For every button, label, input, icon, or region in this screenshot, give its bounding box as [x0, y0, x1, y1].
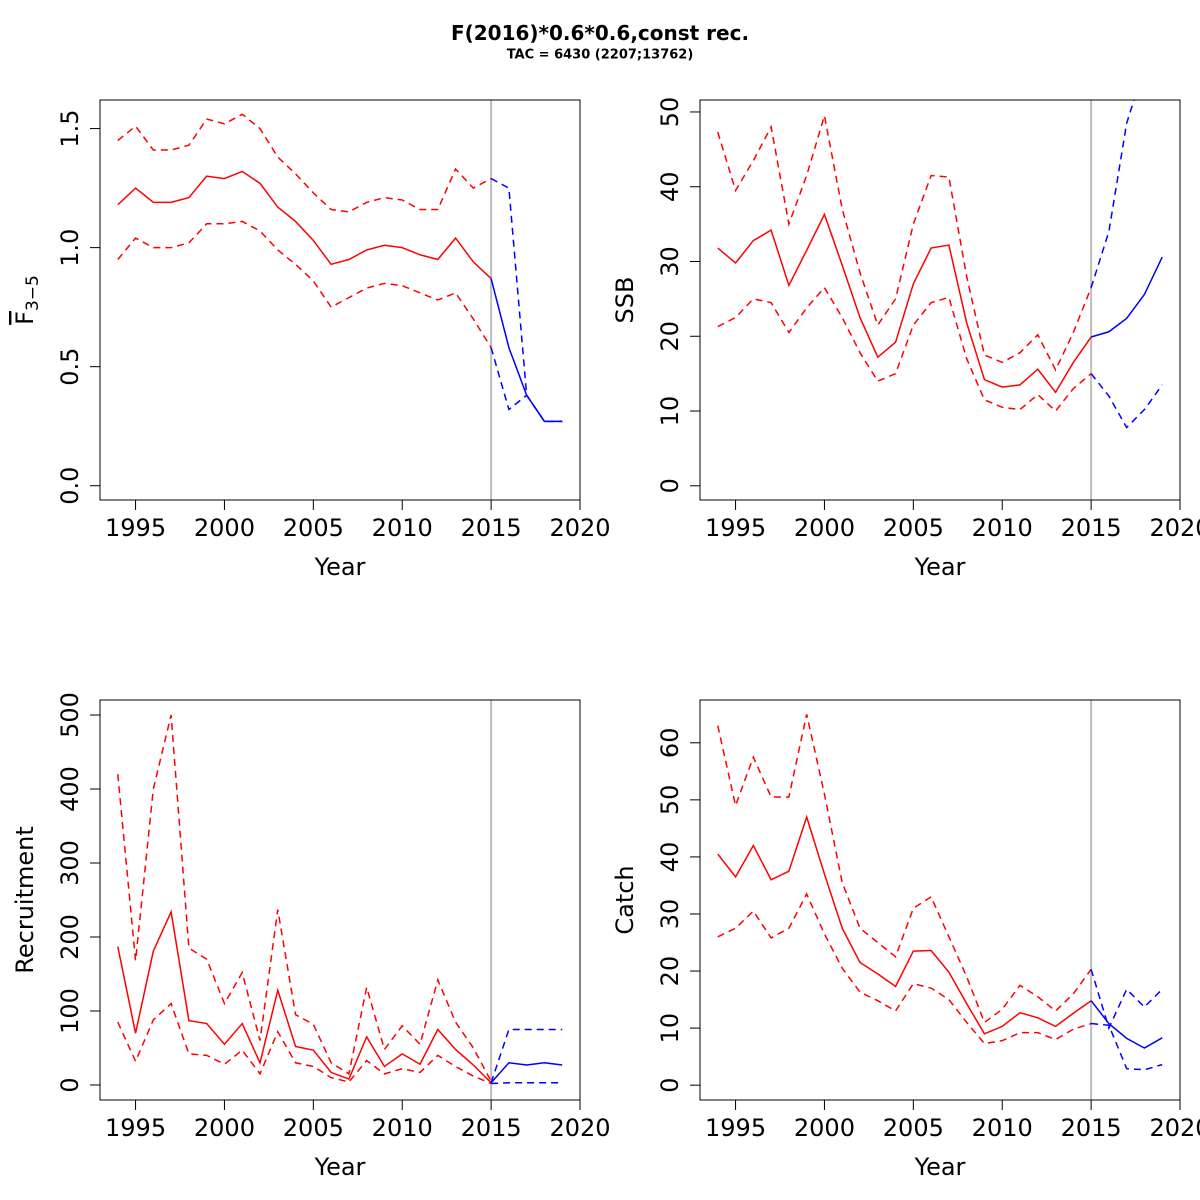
x-tick-label: 2000 — [794, 1114, 855, 1142]
y-tick-label: 0 — [656, 1078, 684, 1093]
y-tick-label: 1.5 — [56, 109, 84, 147]
series-line — [490, 1028, 563, 1083]
x-axis-label: Year — [914, 553, 966, 581]
series-line — [491, 1082, 563, 1085]
y-tick-label: 0 — [56, 1077, 84, 1092]
y-axis-label-sub: 3−5 — [23, 275, 43, 311]
y-axis-label: SSB — [611, 277, 639, 324]
x-tick-label: 2015 — [461, 514, 522, 542]
x-tick-label: 2020 — [549, 1114, 610, 1142]
y-tick-label: 10 — [656, 1013, 684, 1044]
x-tick-label: 2015 — [1061, 514, 1122, 542]
x-tick-label: 2020 — [1149, 514, 1200, 542]
x-tick-label: 1995 — [105, 514, 166, 542]
x-tick-label: 2010 — [972, 1114, 1033, 1142]
y-tick-label: 20 — [656, 956, 684, 987]
y-tick-label: 40 — [656, 171, 684, 202]
y-tick-label: 400 — [56, 766, 84, 812]
series-line — [717, 892, 1092, 1045]
x-axis-label: Year — [914, 1153, 966, 1181]
plot-area — [717, 700, 1163, 1100]
series-line — [117, 714, 492, 1082]
y-tick-label: 0.0 — [56, 467, 84, 505]
y-axis-label: Recruitment — [11, 826, 39, 973]
y-tick-label: 20 — [656, 321, 684, 352]
y-tick-label: 50 — [656, 785, 684, 816]
x-tick-label: 2010 — [372, 514, 433, 542]
figure-subtitle: TAC = 6430 (2207;13762) — [507, 48, 694, 63]
x-tick-label: 2020 — [549, 514, 610, 542]
x-tick-label: 2000 — [194, 1114, 255, 1142]
panel: 1995 2000 2005 2010 2015 2020 0 100 200 300 400 500… — [11, 692, 611, 1181]
y-tick-label: 30 — [656, 246, 684, 277]
plot-area — [117, 100, 563, 500]
series-line — [490, 1061, 563, 1084]
series-line — [717, 212, 1092, 394]
panel: 1995 2000 2005 2010 2015 2020 0.0 0.5 1.0 1.5 Year… — [11, 99, 611, 581]
series-line — [1090, 1000, 1163, 1049]
x-axis-label: Year — [314, 1153, 366, 1181]
series-line — [117, 220, 492, 349]
y-tick-label: 200 — [56, 914, 84, 960]
series-line — [117, 113, 492, 213]
x-tick-label: 1995 — [705, 1114, 766, 1142]
y-axis-label: Catch — [611, 865, 639, 934]
series-line — [1090, 969, 1163, 1031]
y-tick-label: 30 — [656, 899, 684, 930]
panel: 1995 2000 2005 2010 2015 2020 0 10 20 30 40 50 Year S… — [611, 97, 1200, 581]
plot-frame — [699, 99, 1181, 501]
y-axis-label-main: SSB — [611, 277, 639, 324]
x-tick-label: 2005 — [883, 514, 944, 542]
series-line — [1091, 1022, 1163, 1071]
series-line — [1090, 100, 1135, 288]
series-line — [717, 115, 1092, 372]
series-line — [1090, 256, 1163, 338]
plot-frame — [99, 699, 581, 1101]
y-axis-label-main: F — [11, 311, 39, 325]
figure-title: F(2016)*0.6*0.6,const rec. — [451, 21, 749, 45]
series-line — [717, 714, 1092, 1024]
y-tick-label: 60 — [656, 728, 684, 759]
series-line — [717, 814, 1092, 1035]
y-tick-label: 50 — [656, 97, 684, 128]
x-tick-label: 2000 — [794, 514, 855, 542]
plot-frame — [99, 99, 581, 501]
series-line — [117, 909, 492, 1084]
x-tick-label: 2015 — [461, 1114, 522, 1142]
y-tick-label: 500 — [56, 692, 84, 738]
y-tick-label: 40 — [656, 842, 684, 873]
series-line — [117, 170, 492, 280]
plot-frame — [699, 699, 1181, 1101]
y-tick-label: 0 — [656, 478, 684, 493]
x-tick-label: 1995 — [105, 1114, 166, 1142]
x-tick-label: 2005 — [283, 514, 344, 542]
panel: 1995 2000 2005 2010 2015 2020 0 10 20 30 40 50 60 Yea… — [611, 699, 1200, 1181]
series-line — [490, 347, 563, 423]
y-tick-label: 10 — [656, 396, 684, 427]
series-line — [1090, 373, 1163, 429]
x-tick-label: 2000 — [194, 514, 255, 542]
x-tick-label: 2020 — [1149, 1114, 1200, 1142]
y-tick-label: 300 — [56, 840, 84, 886]
x-tick-label: 2010 — [372, 1114, 433, 1142]
x-tick-label: 2005 — [883, 1114, 944, 1142]
y-axis-label-main: Recruitment — [11, 826, 39, 973]
series-line — [717, 286, 1092, 413]
x-tick-label: 2010 — [972, 514, 1033, 542]
x-tick-label: 2005 — [283, 1114, 344, 1142]
series-line — [117, 1002, 492, 1085]
series-line — [490, 278, 563, 423]
plot-area — [117, 700, 563, 1100]
y-axis-label-main: Catch — [611, 865, 639, 934]
y-tick-label: 1.0 — [56, 229, 84, 267]
x-axis-label: Year — [314, 553, 366, 581]
y-tick-label: 0.5 — [56, 348, 84, 386]
plot-area — [717, 100, 1163, 500]
x-tick-label: 1995 — [705, 514, 766, 542]
x-tick-label: 2015 — [1061, 1114, 1122, 1142]
y-axis-label: F3−5 — [11, 275, 43, 325]
y-tick-label: 100 — [56, 988, 84, 1034]
